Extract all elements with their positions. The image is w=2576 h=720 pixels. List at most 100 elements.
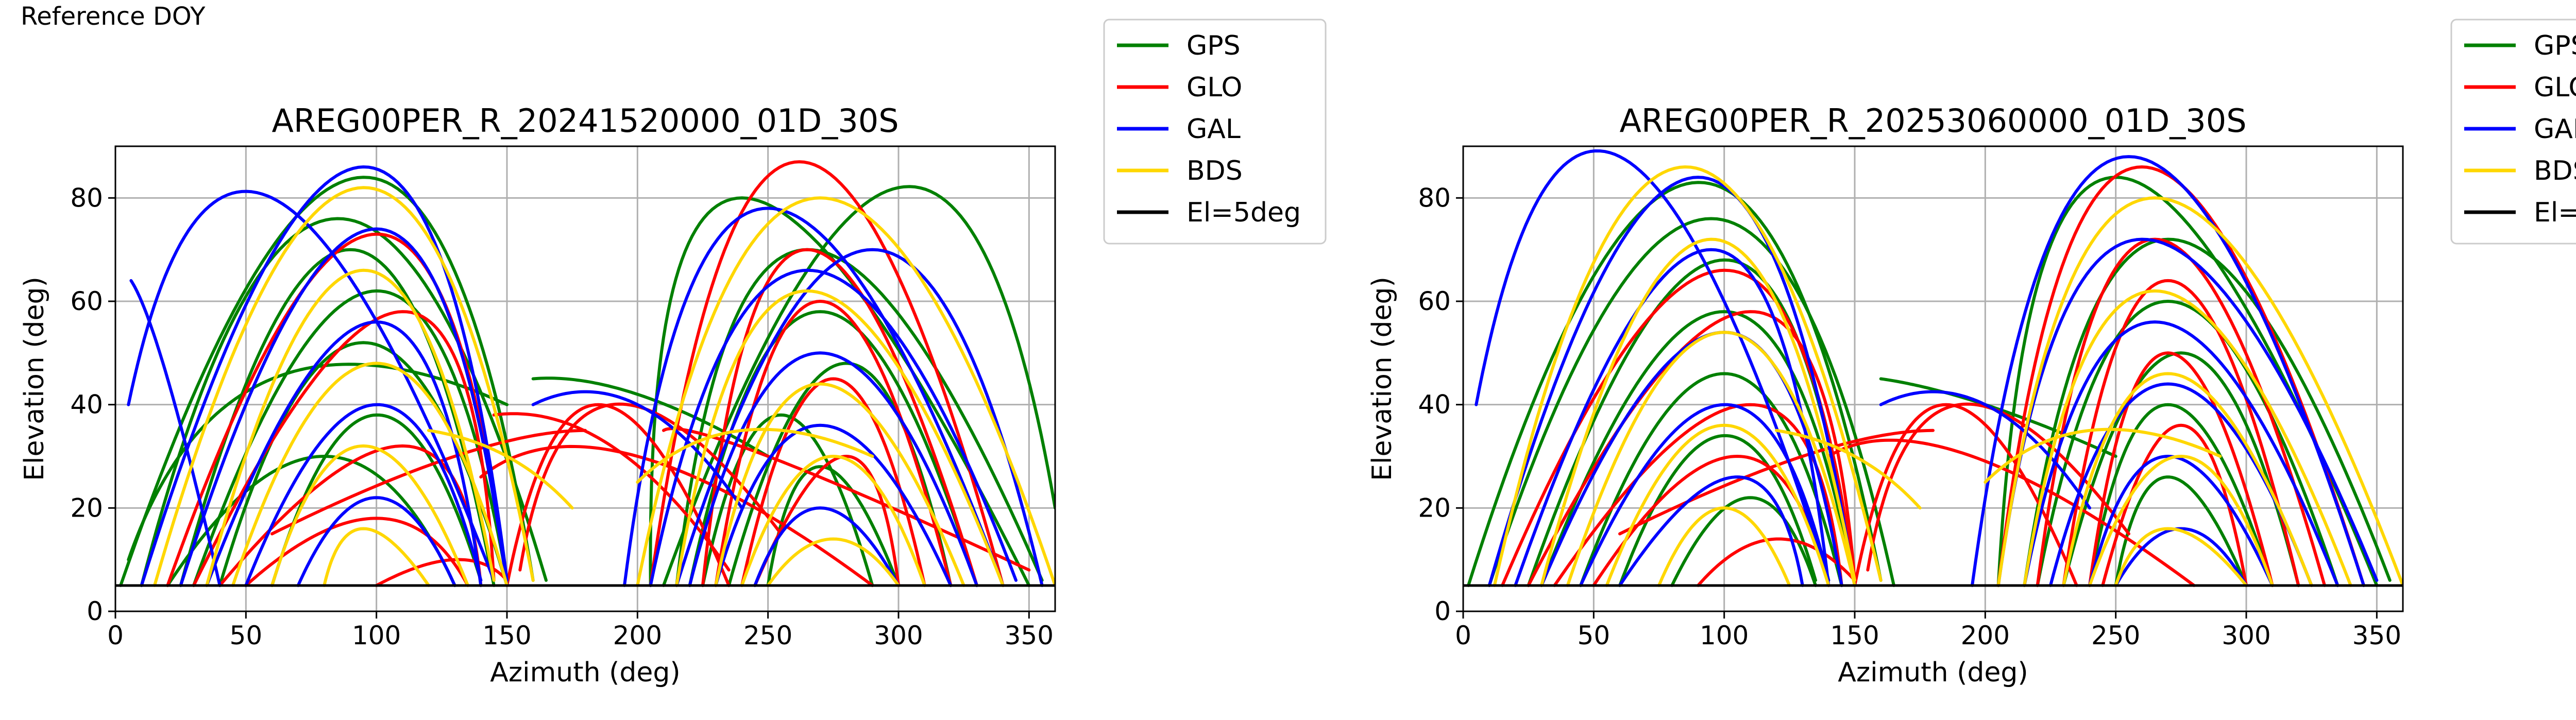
track-gps	[766, 465, 900, 587]
track-glo	[192, 310, 496, 587]
track-gps	[1487, 217, 1895, 587]
y-tick-label: 60	[1418, 286, 1451, 316]
legend-label: GAL	[1187, 114, 1241, 145]
track-bds	[1996, 196, 2403, 587]
track-bds	[675, 289, 1005, 587]
track-gps	[2114, 475, 2248, 587]
track-bds	[1984, 427, 2222, 484]
track-gal	[127, 190, 496, 582]
series-gps	[119, 176, 1055, 587]
track-gps	[662, 185, 1055, 587]
track-gal	[623, 207, 1005, 587]
track-bds	[766, 537, 900, 587]
track-glo	[701, 248, 978, 587]
plot-area	[119, 160, 1055, 587]
y-tick-label: 0	[87, 596, 103, 626]
track-bds	[1605, 423, 1831, 587]
track-bds	[1566, 331, 1856, 587]
track-gal	[675, 248, 1044, 587]
legend-label: BDS	[1187, 156, 1243, 186]
legend: GPS GLO GAL BDS El=5deg	[2450, 19, 2576, 245]
legend-label: GAL	[2534, 114, 2576, 145]
track-bds	[1775, 428, 1922, 510]
track-bds	[153, 186, 535, 587]
track-gal	[2023, 320, 2340, 587]
x-tick-label: 150	[1830, 621, 1879, 650]
track-bds	[714, 382, 965, 587]
legend-label: GPS	[1187, 30, 1241, 61]
x-tick-label: 50	[230, 621, 263, 650]
legend-label: GPS	[2534, 30, 2576, 61]
track-bds	[1657, 506, 1791, 587]
track-glo	[1697, 537, 1856, 587]
track-gps	[1579, 372, 1843, 587]
track-gal	[244, 403, 483, 587]
x-axis-label: Azimuth (deg)	[1838, 657, 2028, 688]
track-gps	[2036, 300, 2340, 587]
track-bds	[231, 362, 509, 587]
x-tick-label: 300	[2222, 621, 2270, 650]
track-bds	[323, 527, 430, 587]
y-tick-label: 80	[70, 183, 103, 213]
reference-doy-label: Reference DOY	[21, 2, 206, 31]
track-glo	[270, 428, 587, 536]
track-bds	[2062, 372, 2313, 587]
series-bds	[1493, 165, 2403, 587]
y-tick-label: 80	[1418, 183, 1451, 213]
track-gal	[649, 268, 1018, 587]
track-bds	[2023, 289, 2352, 587]
track-gal	[688, 351, 978, 587]
track-gal	[1579, 403, 1831, 587]
track-glo	[2062, 279, 2300, 587]
track-gal	[1996, 237, 2379, 587]
track-gps	[1670, 496, 1817, 587]
x-tick-label: 300	[874, 621, 923, 650]
x-tick-label: 250	[743, 621, 792, 650]
track-bds	[270, 444, 469, 587]
track-glo	[1866, 402, 2130, 572]
track-bds	[2114, 527, 2248, 587]
axes-frame	[114, 145, 1056, 612]
legend-label: GLO	[2534, 72, 2576, 103]
x-tick-label: 150	[482, 621, 531, 650]
track-gal	[140, 165, 509, 587]
y-tick-label: 20	[1418, 493, 1451, 523]
track-bds	[205, 268, 496, 587]
y-tick-label: 40	[70, 390, 103, 420]
chart-title: AREG00PER_R_20253060000_01D_30S	[1619, 102, 2246, 140]
track-glo	[505, 403, 731, 587]
track-gal	[753, 506, 900, 587]
y-tick-label: 40	[1418, 390, 1451, 420]
y-axis-label: Elevation (deg)	[19, 277, 50, 481]
x-tick-label: 50	[1578, 621, 1611, 650]
legend-box	[2450, 19, 2576, 245]
track-gps	[166, 455, 456, 587]
axes-frame	[1462, 145, 2404, 612]
track-glo	[740, 377, 926, 587]
track-gps	[1540, 310, 1856, 587]
chart-2: 0 50 100 150 200 250 300 350 0 20 40 60 80 AREG00PER_…	[1367, 19, 2576, 688]
x-tick-label: 350	[1005, 621, 1054, 650]
track-glo	[2088, 351, 2274, 587]
x-tick-label: 100	[1700, 621, 1749, 650]
chart-title: AREG00PER_R_20241520000_01D_30S	[272, 102, 899, 140]
x-tick-label: 200	[613, 621, 662, 650]
chart-1: 0 50 100 150 200 250 300 350 0 20 40 60 80 AREG00PER_…	[19, 19, 1327, 688]
legend-label: GLO	[1187, 72, 1242, 103]
track-bds	[2088, 455, 2274, 587]
track-gal	[1971, 155, 2365, 587]
track-gps	[192, 289, 509, 587]
track-gal	[531, 390, 743, 510]
legend-label: El=5deg	[2534, 197, 2576, 228]
plot-area	[1467, 149, 2403, 587]
x-tick-label: 0	[1455, 621, 1471, 650]
track-gps	[531, 376, 770, 458]
legend-label: BDS	[2534, 156, 2576, 186]
legend: GPS GLO GAL BDS El=5deg	[1103, 19, 1327, 245]
legend-box	[1103, 19, 1327, 245]
track-bds	[427, 428, 574, 510]
track-gps	[1996, 176, 2379, 587]
track-gps	[119, 176, 535, 587]
track-gal	[129, 279, 222, 587]
